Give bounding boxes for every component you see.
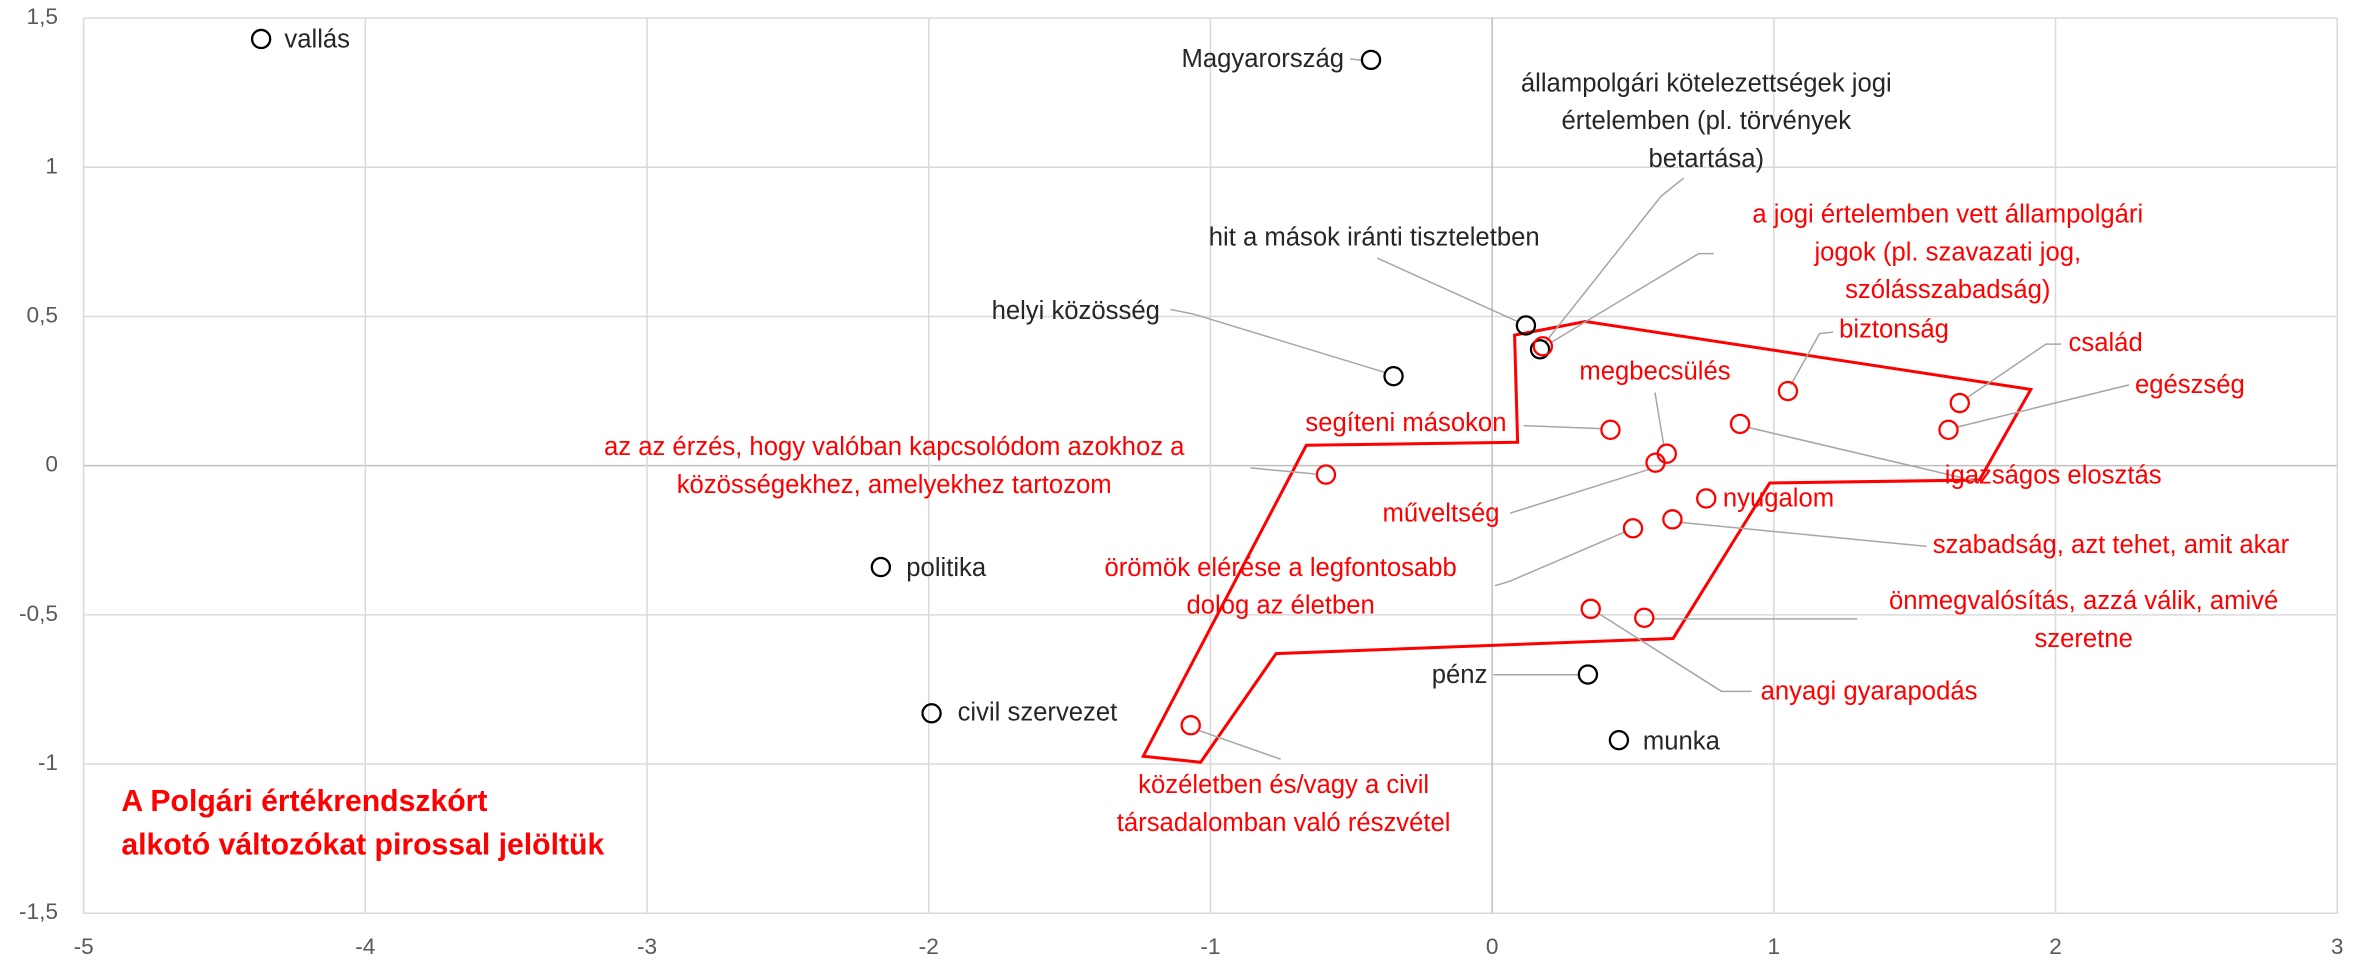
point xyxy=(1580,598,1601,620)
point-label: dolog az életben xyxy=(1186,592,1374,620)
point-label: értelemben (pl. törvények xyxy=(1562,107,1852,135)
point xyxy=(1529,339,1551,360)
point-label: szeretne xyxy=(2034,625,2132,653)
point-label: a jogi értelemben vett állampolgári xyxy=(1752,201,2143,229)
point xyxy=(1696,488,1717,509)
leader-line xyxy=(1170,308,1387,374)
leader-line xyxy=(1376,257,1518,323)
point-label: politika xyxy=(906,554,987,582)
y-tick-label: 1,5 xyxy=(27,4,58,29)
point-label: közéletben és/vagy a civil xyxy=(1138,771,1429,799)
point xyxy=(1315,464,1337,485)
point xyxy=(870,556,892,578)
point-label: állampolgári kötelezettségek jogi xyxy=(1521,69,1892,97)
grid xyxy=(82,17,2338,914)
y-tick-label: 0,5 xyxy=(27,302,58,327)
leader-line xyxy=(1965,343,2062,400)
point-label: munka xyxy=(1643,727,1721,755)
point xyxy=(921,703,942,724)
point-label: önmegvalósítás, azzá válik, amivé xyxy=(1889,587,2278,615)
x-tick-label: -1 xyxy=(1200,934,1220,959)
point-label: pénz xyxy=(1432,661,1488,689)
point xyxy=(1515,315,1537,336)
point-label: egészség xyxy=(2135,371,2245,399)
point-label: közösségekhez, amelyekhez tartozom xyxy=(677,471,1112,499)
y-tick-label: -0,5 xyxy=(19,601,58,626)
point-label: műveltség xyxy=(1383,499,1500,527)
point-label: igazságos elosztás xyxy=(1945,462,2162,490)
point-label: család xyxy=(2069,329,2143,357)
point xyxy=(250,28,272,50)
point xyxy=(1656,443,1677,464)
point xyxy=(1662,509,1683,530)
point-label: betartása) xyxy=(1649,145,1765,173)
point xyxy=(1938,419,1959,441)
point-label: Magyarország xyxy=(1181,45,1344,73)
y-tick-label: -1,5 xyxy=(19,899,58,924)
y-tick-label: -1 xyxy=(38,750,58,775)
point-label: szabadság, azt tehet, amit akar xyxy=(1933,531,2290,559)
x-tick-label: 0 xyxy=(1486,934,1499,959)
point xyxy=(1622,518,1644,539)
point-label: helyi közösség xyxy=(992,297,1160,325)
x-tick-label: 1 xyxy=(1768,934,1781,959)
point-label: segíteni másokon xyxy=(1305,409,1506,437)
leader-line xyxy=(1679,521,1927,548)
point-label: civil szervezet xyxy=(958,699,1118,727)
point xyxy=(1949,392,1970,414)
x-tick-label: 2 xyxy=(2049,934,2062,959)
point xyxy=(1645,452,1666,473)
leader-line xyxy=(1349,58,1363,62)
point-label: anyagi gyarapodás xyxy=(1761,678,1978,706)
leader-line xyxy=(1597,612,1752,693)
annotation: alkotó változókat pirossal jelöltük xyxy=(121,829,604,862)
point xyxy=(1608,729,1630,751)
point-label: jogok (pl. szavazati jog, xyxy=(1813,238,2081,266)
point xyxy=(1777,380,1799,402)
x-tick-label: -3 xyxy=(637,934,657,959)
x-tick-label: -4 xyxy=(355,934,375,959)
point xyxy=(1729,413,1751,435)
point xyxy=(1634,607,1655,629)
leader-line xyxy=(1494,530,1627,587)
leader-line xyxy=(1746,426,1979,483)
point-label: vallás xyxy=(284,26,350,54)
x-tick-label: 3 xyxy=(2331,934,2344,959)
leader-line xyxy=(1523,424,1601,430)
leader-line xyxy=(1956,384,2130,428)
leader-line xyxy=(1198,729,1281,760)
y-tick-label: 1 xyxy=(45,153,58,178)
point xyxy=(1383,365,1404,387)
point-label: az az érzés, hogy valóban kapcsolódom az… xyxy=(604,433,1185,461)
point-label: megbecsülés xyxy=(1579,358,1730,386)
point xyxy=(1600,419,1621,441)
cluster-outline xyxy=(1140,319,2034,764)
point xyxy=(1360,49,1382,71)
leader-line xyxy=(1545,177,1685,342)
point xyxy=(1577,664,1599,685)
leader-line xyxy=(1550,252,1714,344)
leader-line xyxy=(1790,331,1834,386)
leader-line xyxy=(1654,392,1665,447)
y-tick-label: 0 xyxy=(45,452,58,477)
point-label: biztonság xyxy=(1839,315,1949,343)
point-label: nyugalom xyxy=(1723,484,1834,512)
point-label: hit a mások iránti tiszteletben xyxy=(1209,223,1540,251)
point xyxy=(1532,336,1554,357)
annotation: A Polgári értékrendszkórt xyxy=(121,785,487,818)
leader-line xyxy=(1250,467,1316,475)
point-label: örömök elérése a legfontosabb xyxy=(1104,554,1456,582)
point-label: szólásszabadság) xyxy=(1845,276,2050,304)
point xyxy=(1180,715,1201,736)
leader-line xyxy=(1509,468,1650,514)
point-label: társadalomban való részvétel xyxy=(1117,809,1451,837)
x-tick-label: -5 xyxy=(74,934,94,959)
x-tick-label: -2 xyxy=(919,934,939,959)
marks: vallás Magyarország hit a mások iránti tis… xyxy=(250,26,2290,837)
